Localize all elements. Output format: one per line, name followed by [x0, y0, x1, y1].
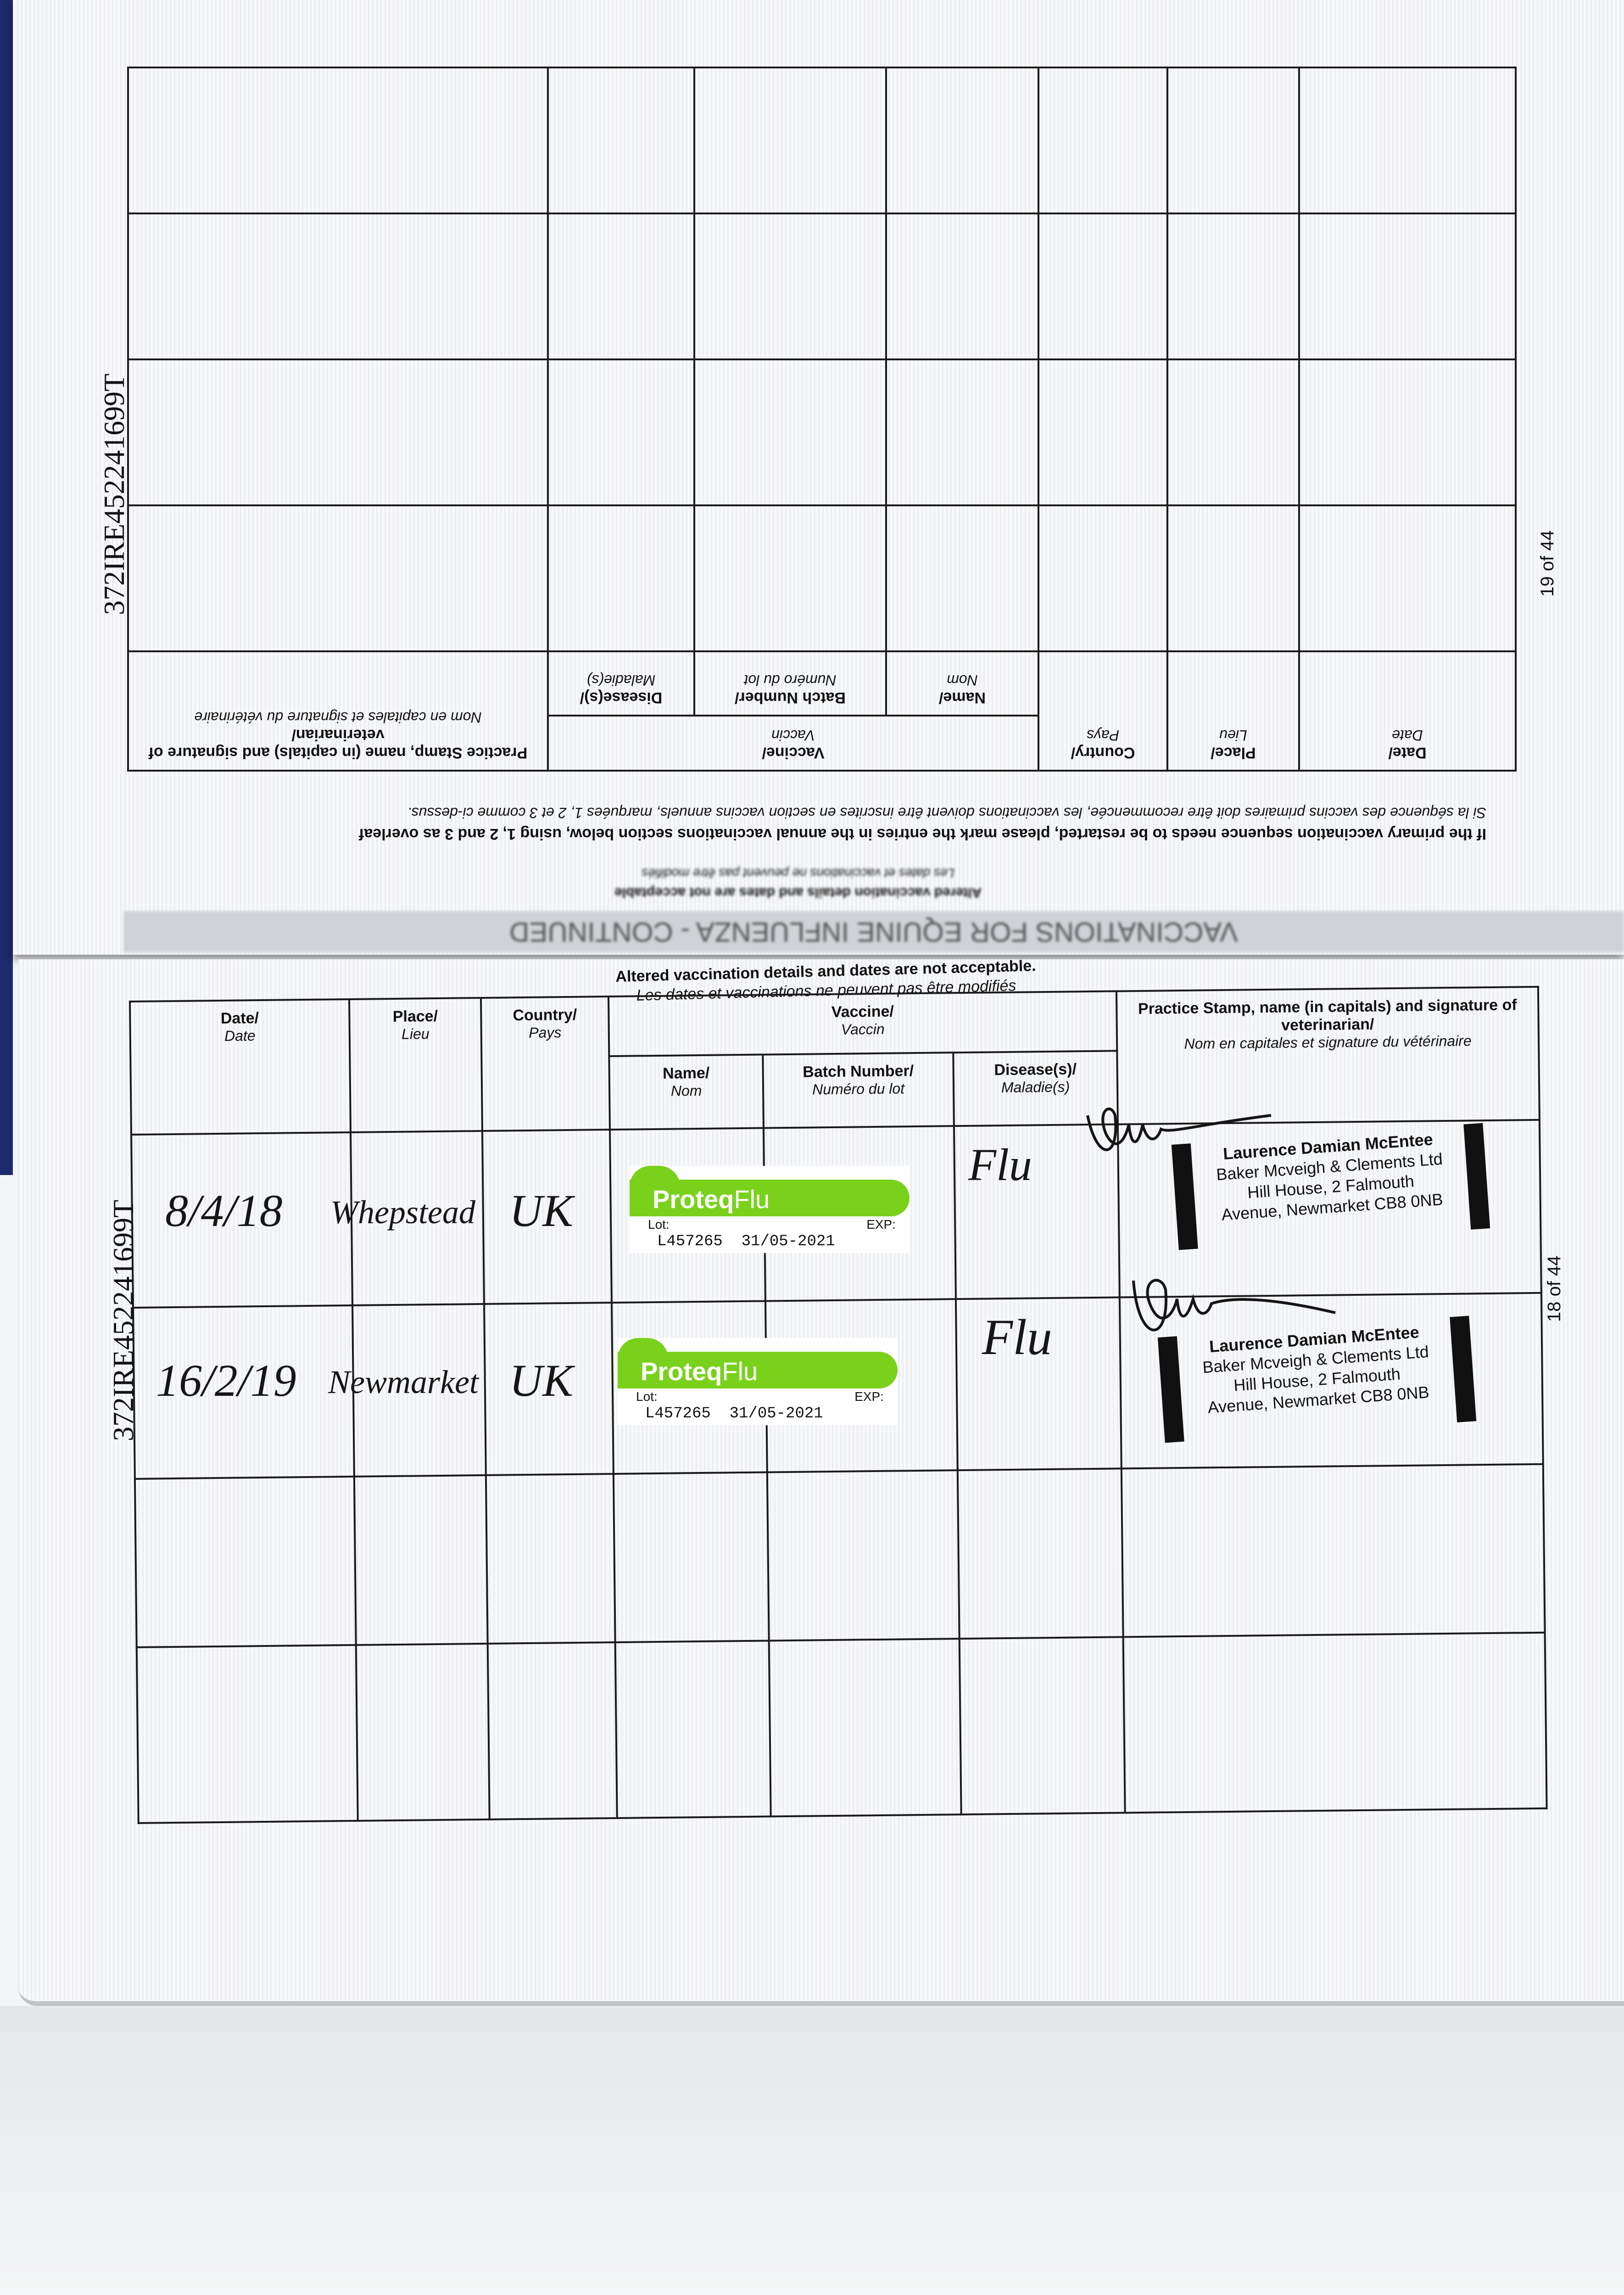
- entry-1-vet-signature: [1086, 1107, 1272, 1151]
- entry-1-practice-stamp: Laurence Damian McEntee Baker Mcveigh & …: [1171, 1123, 1490, 1250]
- passport-id-page-18: 372IRE452241699T: [107, 1199, 140, 1441]
- notice-fr: Les dates et vaccinations ne peuvent pas…: [642, 866, 954, 880]
- page-19-rotated-content: VACCINATIONS FOR EQUINE INFLUENZA - CONT…: [0, 0, 1624, 955]
- header-name: Name/Nom: [886, 651, 1038, 716]
- lot-label: Lot:: [636, 1389, 658, 1404]
- entry-1-vaccine-sticker: ProteqFlu Lot: EXP: L457265 31/05-2021: [630, 1166, 910, 1253]
- page-number-18: 18 of 44: [1544, 1255, 1564, 1322]
- notice-en: Altered vaccination details and dates ar…: [614, 885, 982, 900]
- vaccination-table-page-19: Date/Date Place/Lieu Country/Pays Vaccin…: [127, 67, 1517, 772]
- entry-2-practice-stamp: Laurence Damian McEntee Baker Mcveigh & …: [1157, 1315, 1477, 1443]
- instruction-fr: Si la séquence des vaccins primaires doi…: [407, 805, 1486, 821]
- page-number-19: 19 of 44: [1537, 530, 1557, 597]
- passport-page-19: [13, 0, 1624, 955]
- entry-2-place: Newmarket: [328, 1364, 479, 1400]
- sticker-brand: ProteqFlu: [653, 1185, 770, 1214]
- table-row: [128, 67, 1516, 213]
- header-disease: Disease(s)/Maladie(s): [548, 651, 694, 716]
- header-practice: Practice Stamp, name (in capitals) and s…: [128, 651, 548, 771]
- table-row: [128, 213, 1516, 359]
- entry-1-country: UK: [509, 1185, 573, 1236]
- entry-1-date: 8/4/18: [165, 1185, 283, 1236]
- header-vaccine: Vaccine/Vaccin: [548, 716, 1038, 771]
- table-row: [128, 359, 1516, 505]
- entry-2-disease: Flu: [982, 1309, 1052, 1365]
- header-place: Place/Lieu: [1167, 651, 1299, 771]
- entry-2-country: UK: [509, 1355, 573, 1406]
- entry-2-vet-signature: [1132, 1279, 1336, 1332]
- scanner-edge: [0, 0, 13, 1175]
- header-batch: Batch Number/Numéro du lot: [763, 1052, 954, 1128]
- scanner-background: [0, 2006, 1624, 2295]
- header-batch: Batch Number/Numéro du lot: [694, 651, 886, 716]
- lot-and-expiry: L457265 31/05-2021: [645, 1405, 823, 1422]
- instruction-en: If the primary vaccination sequence need…: [358, 825, 1486, 843]
- table-row: [128, 505, 1516, 651]
- entry-2-date: 16/2/19: [156, 1355, 296, 1406]
- table-row: [136, 1632, 1547, 1823]
- sticker-brand: ProteqFlu: [641, 1357, 758, 1386]
- passport-id-page-19: 372IRE452241699T: [98, 373, 130, 615]
- passport-page-18: [18, 959, 1624, 2006]
- exp-label: EXP:: [854, 1389, 884, 1404]
- notice-group: Altered vaccination details and dates ar…: [431, 863, 1165, 902]
- header-vaccine: Vaccine/Vaccin: [608, 991, 1117, 1057]
- header-date: Date/Date: [1299, 651, 1516, 771]
- entry-1-disease: Flu: [968, 1139, 1032, 1190]
- lot-label: Lot:: [648, 1217, 670, 1231]
- exp-label: EXP:: [866, 1217, 896, 1231]
- header-name: Name/Nom: [609, 1054, 764, 1130]
- header-date: Date/Date: [130, 999, 351, 1135]
- instruction-group: If the primary vaccination sequence need…: [110, 802, 1486, 845]
- lot-and-expiry: L457265 31/05-2021: [657, 1233, 835, 1250]
- entry-2-vaccine-sticker: ProteqFlu Lot: EXP: L457265 31/05-2021: [618, 1338, 898, 1425]
- entry-1-place: Whepstead: [330, 1194, 475, 1231]
- section-banner: VACCINATIONS FOR EQUINE INFLUENZA - CONT…: [123, 911, 1624, 952]
- header-place: Place/Lieu: [349, 997, 483, 1132]
- table-row: [134, 1464, 1545, 1647]
- header-country: Country/Pays: [480, 996, 610, 1131]
- header-country: Country/Pays: [1038, 651, 1167, 771]
